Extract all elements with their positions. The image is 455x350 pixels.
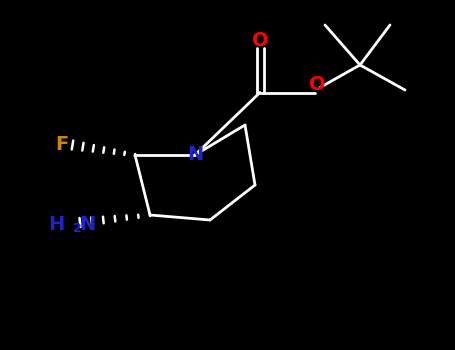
Text: H: H (49, 216, 65, 234)
Text: 2: 2 (73, 222, 82, 235)
Text: F: F (55, 134, 68, 154)
Text: N: N (187, 146, 203, 164)
Text: N: N (79, 216, 96, 234)
Text: O: O (309, 76, 326, 94)
Text: O: O (252, 30, 268, 49)
